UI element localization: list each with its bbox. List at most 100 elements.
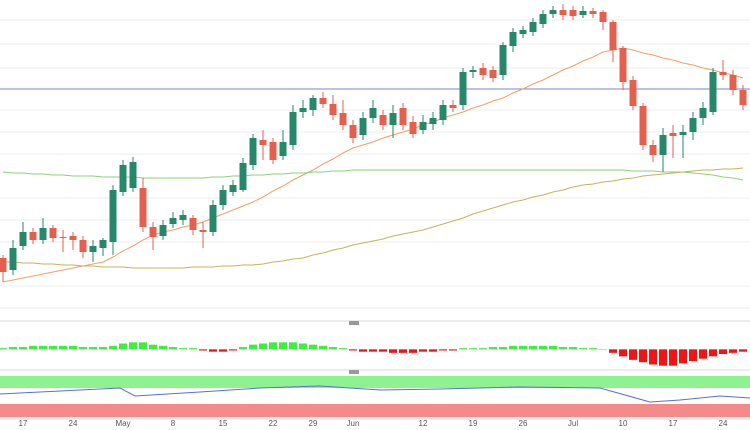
candle-body	[169, 218, 177, 224]
histogram-bar	[459, 348, 467, 350]
x-tick-label: 29	[309, 419, 318, 428]
histogram-bar	[189, 348, 197, 350]
histogram-bar	[139, 342, 147, 350]
histogram-bar	[309, 344, 317, 350]
histogram-bar	[389, 349, 397, 353]
histogram-bar	[329, 347, 337, 350]
histogram-bar	[609, 349, 617, 353]
candle-body	[329, 104, 337, 115]
histogram-bar	[259, 343, 267, 350]
histogram-bar	[639, 349, 647, 363]
resize-handle[interactable]	[349, 321, 359, 325]
histogram-bar	[569, 347, 577, 350]
x-tick-label: 17	[669, 419, 678, 428]
candle-body	[129, 162, 137, 188]
candle-body	[549, 10, 557, 14]
histogram-bar	[359, 349, 367, 352]
candle-body	[139, 188, 147, 227]
histogram-bar	[589, 348, 597, 350]
candle-body	[599, 12, 607, 22]
histogram-bar	[429, 349, 437, 352]
histogram-bar	[239, 347, 247, 350]
histogram-bar	[119, 343, 127, 350]
oscillator-line	[0, 385, 750, 403]
candle-body	[279, 142, 287, 156]
candle-body	[359, 118, 367, 135]
histogram-bar	[199, 349, 207, 351]
histogram-bar	[249, 344, 257, 350]
candle-body	[229, 185, 237, 192]
histogram-bar	[159, 345, 167, 350]
candle-body	[419, 122, 427, 130]
candle-body	[349, 125, 357, 138]
histogram-bar	[659, 349, 667, 366]
candle-body	[389, 113, 397, 125]
histogram-bar	[9, 347, 17, 350]
candle-body	[449, 105, 457, 108]
histogram-bar	[629, 349, 637, 360]
candle-body	[209, 205, 217, 232]
candle-body	[489, 70, 497, 78]
candle-body	[689, 118, 697, 132]
candle-body	[509, 32, 517, 46]
histogram-bar	[679, 349, 687, 364]
histogram-bar	[109, 345, 117, 350]
candle-body	[119, 165, 127, 192]
histogram-bar	[719, 349, 727, 354]
histogram-bar	[209, 349, 217, 352]
candle-body	[429, 118, 437, 124]
histogram-bar	[399, 349, 407, 353]
x-tick-label: 26	[519, 419, 528, 428]
candle-body	[399, 108, 407, 125]
candle-body	[9, 248, 17, 270]
x-tick-label: 22	[269, 419, 278, 428]
candle-body	[629, 80, 637, 106]
histogram-bar	[649, 349, 657, 365]
candle-body	[29, 232, 37, 240]
histogram-bar	[19, 347, 27, 350]
histogram-bar	[489, 347, 497, 350]
candle-body	[499, 45, 507, 75]
x-tick-label: 19	[469, 419, 478, 428]
candle-body	[159, 225, 167, 236]
histogram-bar	[289, 342, 297, 350]
candle-body	[559, 10, 567, 15]
histogram-bar	[499, 347, 507, 350]
histogram-bar	[379, 349, 387, 352]
histogram-bar	[39, 345, 47, 350]
candle-body	[219, 190, 227, 205]
histogram-bar	[449, 349, 457, 351]
histogram-bar	[509, 345, 517, 350]
candle-body	[739, 90, 747, 105]
candle-body	[619, 48, 627, 82]
histogram-bar	[559, 347, 567, 350]
histogram-bar	[319, 345, 327, 350]
histogram-bar	[279, 342, 287, 350]
candle-body	[99, 240, 107, 248]
candle-body	[79, 240, 87, 252]
x-tick-label: Jul	[568, 419, 578, 428]
grid	[0, 19, 750, 309]
resize-handle[interactable]	[349, 370, 359, 374]
x-tick-label: 8	[171, 419, 176, 428]
overbought-band	[0, 376, 750, 388]
candle-body	[189, 218, 197, 230]
histogram-bar	[179, 348, 187, 350]
histogram-bar	[29, 345, 37, 350]
histogram-bar	[89, 347, 97, 350]
histogram-bar	[99, 347, 107, 350]
histogram-bar	[619, 349, 627, 357]
candle-body	[539, 14, 547, 24]
candle-body	[579, 11, 587, 15]
moving-average	[3, 167, 744, 269]
histogram-bar	[709, 349, 717, 357]
candle-body	[89, 246, 97, 252]
x-tick-label: 24	[69, 419, 78, 428]
candle-body	[19, 232, 27, 246]
histogram-bar	[149, 344, 157, 350]
histogram-bar	[339, 348, 347, 350]
histogram-bar	[269, 342, 277, 350]
candle-body	[639, 106, 647, 145]
x-tick-label: 12	[419, 419, 428, 428]
histogram-bar	[739, 349, 747, 352]
